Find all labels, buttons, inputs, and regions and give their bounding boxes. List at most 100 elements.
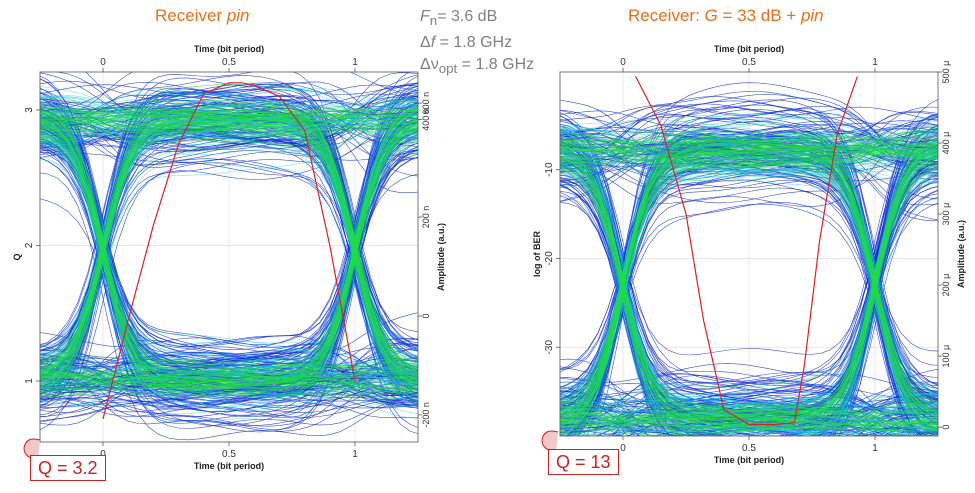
eye-trace — [560, 134, 938, 414]
eye-trace — [560, 411, 938, 422]
eye-trace — [560, 165, 938, 434]
eye-trace — [560, 128, 938, 180]
eye-trace — [40, 118, 418, 375]
eye-trace — [40, 108, 418, 377]
eye-trace — [560, 143, 938, 156]
left-plot-title: Receiver pin — [155, 6, 250, 25]
eye-trace — [560, 400, 938, 409]
eye-trace — [560, 147, 938, 434]
eye-trace — [560, 122, 938, 149]
eye-trace — [560, 139, 938, 416]
eye-trace — [40, 111, 418, 397]
eye-trace — [560, 144, 938, 419]
eye-trace — [560, 127, 938, 396]
eye-trace — [560, 130, 938, 436]
eye-trace — [560, 82, 938, 423]
eye-trace — [40, 109, 418, 136]
eye-trace — [560, 157, 938, 427]
eye-trace — [560, 153, 904, 436]
eye-trace — [40, 141, 418, 377]
eye-trace — [40, 110, 418, 388]
x-tick-label-top: 0 — [100, 57, 106, 68]
eye-trace — [40, 117, 418, 398]
eye-trace — [40, 85, 418, 387]
eye-trace — [560, 150, 938, 158]
eye-trace — [40, 113, 418, 133]
eye-trace — [40, 118, 418, 356]
eye-trace — [40, 110, 418, 370]
eye-trace — [40, 128, 418, 375]
eye-trace — [560, 125, 938, 161]
eye-trace — [40, 114, 418, 132]
eye-trace — [40, 122, 418, 387]
eye-trace — [560, 128, 938, 436]
right-tick-label: 300 μ — [941, 203, 951, 226]
x-axis-label: Time (bit period) — [714, 455, 784, 465]
eye-trace — [40, 94, 418, 126]
x-tick-label-top: 0.5 — [742, 57, 756, 68]
eye-trace — [40, 128, 418, 380]
eye-trace — [560, 161, 938, 413]
eye-trace — [560, 132, 938, 151]
eye-trace — [560, 399, 938, 433]
eye-trace — [560, 165, 938, 426]
right-tick-label: 400 μ — [941, 132, 951, 155]
eye-trace — [560, 113, 938, 157]
eye-trace — [560, 419, 938, 436]
eye-trace — [40, 121, 418, 142]
eye-trace — [40, 360, 418, 383]
eye-trace — [560, 154, 938, 419]
eye-trace — [560, 132, 938, 413]
eye-trace — [560, 116, 938, 425]
eye-trace — [560, 410, 938, 431]
link-parameters: Fn= 3.6 dB Δf = 1.8 GHz Δνopt = 1.8 GHz — [420, 6, 534, 80]
eye-trace — [560, 161, 938, 430]
eye-trace — [40, 84, 418, 408]
eye-trace — [560, 146, 938, 415]
eye-trace — [40, 125, 418, 387]
eye-trace — [560, 116, 938, 182]
eye-trace — [40, 122, 418, 373]
eye-trace — [40, 117, 418, 370]
eye-trace — [40, 109, 418, 120]
eye-trace — [560, 138, 938, 432]
q-curve — [635, 76, 858, 426]
eye-trace — [560, 144, 938, 401]
eye-trace — [40, 132, 418, 384]
eye-trace — [560, 130, 938, 161]
eye-trace — [560, 166, 938, 426]
eye-trace — [560, 419, 938, 431]
eye-trace — [560, 138, 938, 422]
eye-trace — [40, 107, 418, 381]
eye-trace — [560, 164, 938, 427]
eye-trace — [40, 82, 418, 363]
chart-right: 0 0 0.5 0.5 1 1 Time (bit period) Time (bit per… — [532, 44, 966, 465]
eye-trace — [40, 107, 418, 362]
eye-trace — [40, 114, 418, 358]
eye-trace — [560, 132, 938, 419]
eye-trace — [560, 157, 938, 419]
x-axis-label: Time (bit period) — [194, 461, 264, 471]
eye-trace — [560, 132, 938, 158]
eye-trace — [40, 114, 418, 381]
eye-trace — [560, 410, 938, 436]
eye-trace — [40, 380, 418, 394]
right-axis-label: Amplitude (a.u.) — [956, 220, 966, 288]
x-tick-label-top: 1 — [872, 57, 878, 68]
eye-trace — [40, 118, 418, 388]
eye-trace — [40, 105, 418, 379]
eye-trace — [560, 164, 938, 423]
eye-trace — [560, 138, 938, 418]
eye-trace — [40, 114, 418, 367]
eye-trace — [560, 143, 938, 436]
eye-trace — [40, 116, 418, 123]
eye-trace — [811, 390, 938, 436]
eye-trace — [560, 138, 938, 407]
eye-trace — [560, 150, 938, 424]
eye-trace — [40, 112, 418, 378]
eye-trace — [560, 138, 938, 419]
eye-trace — [560, 156, 938, 411]
eye-trace — [560, 140, 938, 434]
eye-trace — [560, 145, 938, 415]
eye-trace — [560, 158, 938, 424]
